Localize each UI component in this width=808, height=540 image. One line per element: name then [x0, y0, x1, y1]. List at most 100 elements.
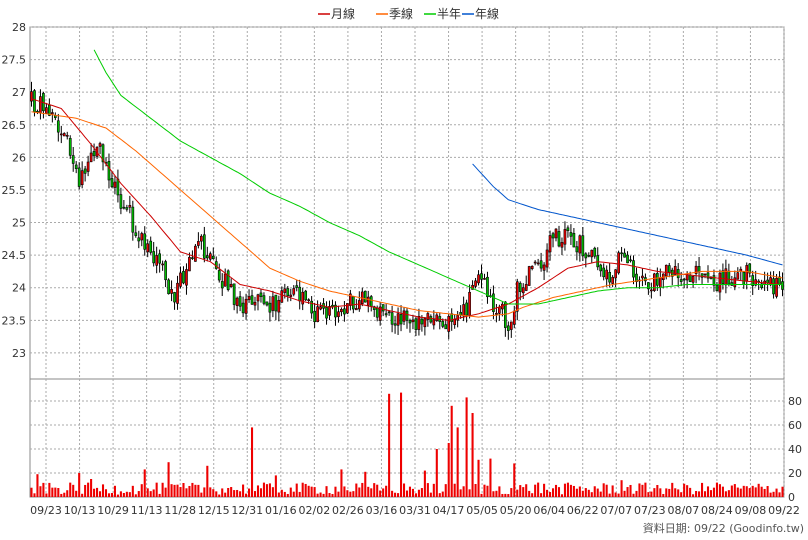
volume-bar — [224, 492, 227, 497]
candle-body — [301, 291, 305, 305]
candle-body — [682, 278, 686, 281]
volume-bar — [188, 485, 191, 497]
volume-bar — [331, 493, 334, 497]
volume-bar — [301, 482, 304, 497]
candle-body — [65, 134, 69, 137]
volume-bar — [471, 413, 474, 497]
volume-bar — [608, 493, 611, 497]
candle-body — [208, 253, 212, 260]
candle-body — [760, 283, 763, 288]
volume-bar — [158, 493, 161, 497]
volume-bar — [495, 490, 498, 497]
volume-bar — [486, 485, 489, 497]
volume-bar — [167, 462, 170, 497]
price-tick-label: 25.5 — [2, 184, 27, 197]
candle-body — [405, 310, 409, 321]
price-tick-label: 27 — [12, 86, 26, 99]
price-tick-label: 26.5 — [2, 119, 27, 132]
volume-bar — [325, 486, 328, 497]
volume-bar — [623, 490, 626, 497]
volume-bar — [438, 493, 441, 497]
candle-body — [590, 249, 594, 258]
volume-bar — [346, 490, 349, 497]
candle-body — [653, 273, 656, 291]
candle-body — [137, 237, 141, 242]
candle-body — [119, 194, 123, 209]
candle-body — [614, 269, 617, 279]
volume-bar — [733, 484, 736, 497]
volume-bar — [218, 494, 221, 497]
candle-body — [59, 133, 63, 136]
candle-body — [587, 255, 591, 257]
price-tick-label: 23 — [12, 347, 26, 360]
volume-bar — [388, 393, 391, 497]
volume-bar — [578, 486, 581, 497]
candle-body — [524, 284, 528, 291]
volume-bar — [587, 489, 590, 497]
volume-tick-label: 0 — [788, 491, 795, 504]
candle-body — [426, 313, 430, 320]
volume-bar — [760, 486, 763, 497]
volume-bar — [66, 490, 69, 497]
volume-bar — [519, 485, 522, 497]
x-tick-label: 11/28 — [164, 504, 196, 517]
volume-bar — [745, 486, 748, 497]
candle-body — [450, 313, 454, 322]
candle-body — [554, 228, 558, 239]
moving-average-line — [31, 98, 783, 321]
volume-bar — [271, 487, 274, 497]
volume-bar — [507, 494, 510, 497]
legend-label: 季線 — [389, 6, 413, 21]
candle-body — [205, 255, 209, 259]
candle-body — [131, 206, 135, 233]
candle-body — [203, 234, 206, 259]
candle-body — [39, 96, 42, 114]
candle-body — [632, 260, 635, 278]
volume-bar — [695, 491, 698, 497]
volume-bar — [310, 486, 313, 497]
volume-bar — [185, 488, 188, 497]
volume-bar — [629, 484, 632, 497]
x-tick-label: 02/02 — [299, 504, 331, 517]
volume-bar — [206, 465, 209, 497]
volume-bar — [316, 493, 319, 497]
grid-lines — [30, 26, 785, 497]
candle-body — [197, 241, 200, 246]
candle-body — [706, 272, 710, 279]
volume-bar — [686, 485, 689, 497]
volume-bar — [537, 482, 540, 497]
volume-bar — [397, 493, 400, 497]
footer-text: 資料日期: 09/22 (Goodinfo.tw) — [643, 521, 804, 535]
volume-bar — [352, 491, 355, 497]
x-tick-label: 07/23 — [634, 504, 666, 517]
candle-body — [152, 251, 156, 264]
volume-bar — [701, 482, 704, 497]
candle-body — [101, 144, 105, 163]
volume-bar — [656, 485, 659, 497]
candle-body — [349, 293, 352, 306]
moving-average-line — [93, 49, 783, 305]
x-tick-label: 09/08 — [735, 504, 767, 517]
candle-body — [515, 281, 519, 312]
volume-bar — [373, 483, 376, 497]
candle-body — [80, 170, 84, 186]
candle-body — [551, 233, 555, 239]
volume-bar — [671, 482, 674, 497]
candle-body — [310, 300, 313, 314]
candle-body — [372, 306, 376, 310]
volume-bar — [119, 491, 122, 497]
volume-bar — [605, 484, 608, 497]
candle-body — [602, 267, 606, 278]
candle-body — [363, 290, 367, 303]
candle-body — [718, 272, 722, 293]
volume-bar — [230, 487, 233, 497]
volume-bar — [319, 492, 322, 497]
candle-body — [113, 181, 117, 188]
candle-body — [468, 291, 471, 316]
volume-bar — [662, 493, 665, 497]
volume-bar — [45, 493, 48, 497]
volume-bar — [420, 488, 423, 497]
candle-body — [146, 243, 150, 253]
volume-bar — [87, 482, 90, 497]
